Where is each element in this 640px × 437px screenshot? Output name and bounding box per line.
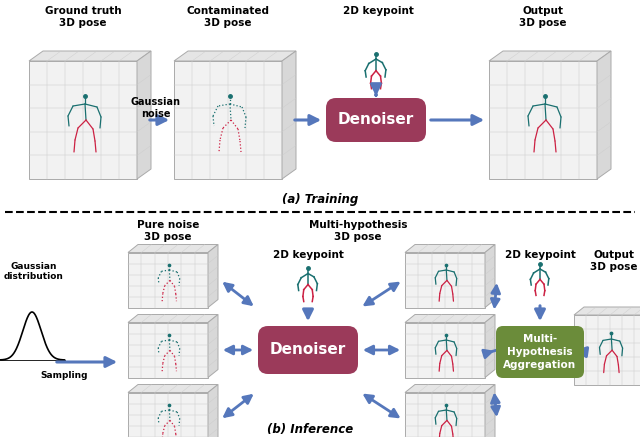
Polygon shape [29, 51, 151, 61]
Polygon shape [128, 244, 218, 253]
FancyBboxPatch shape [405, 323, 485, 378]
Polygon shape [489, 51, 611, 61]
FancyBboxPatch shape [174, 61, 282, 179]
Text: Multi-
Hypothesis
Aggregation: Multi- Hypothesis Aggregation [504, 334, 577, 370]
Text: Denoiser: Denoiser [270, 343, 346, 357]
Polygon shape [208, 315, 218, 378]
FancyBboxPatch shape [128, 253, 208, 308]
Text: 2D keypoint: 2D keypoint [273, 250, 344, 260]
FancyBboxPatch shape [496, 326, 584, 378]
Polygon shape [405, 244, 495, 253]
Text: Output
3D pose: Output 3D pose [590, 250, 637, 272]
Polygon shape [597, 51, 611, 179]
Text: 2D keypoint: 2D keypoint [504, 250, 575, 260]
Polygon shape [137, 51, 151, 179]
Polygon shape [174, 51, 296, 61]
Text: (b) Inference: (b) Inference [267, 423, 353, 437]
Text: Ground truth
3D pose: Ground truth 3D pose [45, 6, 122, 28]
FancyBboxPatch shape [258, 326, 358, 374]
FancyBboxPatch shape [405, 253, 485, 308]
Text: Gaussian
distribution: Gaussian distribution [4, 262, 64, 281]
Text: Gaussian
noise: Gaussian noise [131, 97, 180, 119]
Text: Output
3D pose: Output 3D pose [519, 6, 567, 28]
Text: Contaminated
3D pose: Contaminated 3D pose [186, 6, 269, 28]
Polygon shape [485, 315, 495, 378]
Polygon shape [405, 315, 495, 323]
Polygon shape [128, 385, 218, 392]
FancyBboxPatch shape [128, 392, 208, 437]
Polygon shape [208, 244, 218, 308]
Text: Sampling: Sampling [40, 371, 88, 379]
Text: (a) Training: (a) Training [282, 194, 358, 207]
Polygon shape [485, 385, 495, 437]
FancyBboxPatch shape [405, 392, 485, 437]
Polygon shape [485, 244, 495, 308]
Polygon shape [405, 385, 495, 392]
FancyBboxPatch shape [128, 323, 208, 378]
Text: Denoiser: Denoiser [338, 112, 414, 128]
Polygon shape [208, 385, 218, 437]
Text: Multi-hypothesis
3D pose: Multi-hypothesis 3D pose [308, 220, 407, 242]
FancyBboxPatch shape [489, 61, 597, 179]
Polygon shape [128, 315, 218, 323]
FancyBboxPatch shape [574, 315, 640, 385]
Text: Pure noise
3D pose: Pure noise 3D pose [137, 220, 199, 242]
Text: 2D keypoint: 2D keypoint [342, 6, 413, 16]
FancyBboxPatch shape [326, 98, 426, 142]
FancyBboxPatch shape [29, 61, 137, 179]
Polygon shape [574, 307, 640, 315]
Polygon shape [282, 51, 296, 179]
